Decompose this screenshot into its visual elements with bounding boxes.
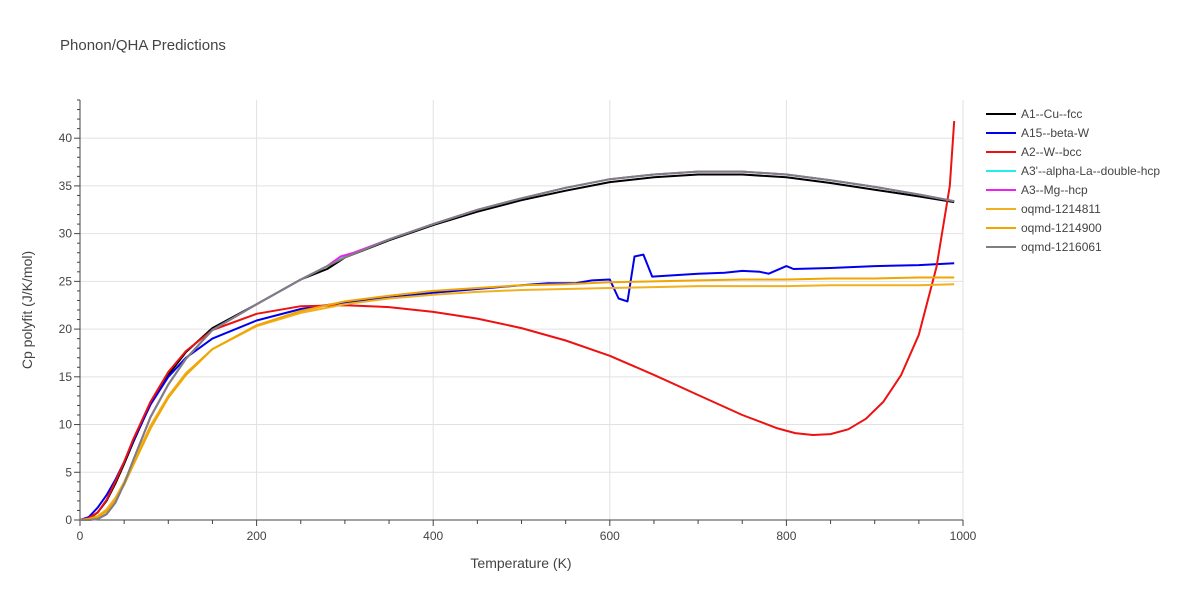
legend-label: A3'--alpha-La--double-hcp: [1021, 164, 1160, 178]
series-line-4: [80, 170, 955, 521]
series-line-0: [79, 173, 955, 521]
series-line-2: [79, 120, 956, 521]
x-tick-label: 400: [423, 529, 443, 543]
y-tick-label: 0: [65, 513, 72, 527]
legend-label: oqmd-1214811: [1021, 202, 1101, 216]
y-tick-label: 25: [59, 274, 73, 288]
y-tick-label: 15: [59, 370, 73, 384]
series-line-1: [79, 253, 955, 521]
series-line-5: [79, 283, 955, 521]
gridlines: [80, 100, 964, 520]
legend-label: A2--W--bcc: [1021, 145, 1081, 159]
series-line-7: [80, 170, 955, 521]
y-axis-title: Cp polyfit (J/K/mol): [19, 251, 35, 369]
legend-item[interactable]: oqmd-1214900: [986, 221, 1102, 235]
legend-label: A1--Cu--fcc: [1021, 107, 1082, 121]
x-tick-label: 1000: [950, 529, 977, 543]
legend-label: oqmd-1216061: [1021, 240, 1102, 254]
legend-item[interactable]: A3--Mg--hcp: [986, 183, 1088, 197]
y-tick-label: 40: [59, 131, 73, 145]
x-tick-label: 0: [77, 529, 84, 543]
series-line-6: [79, 276, 955, 521]
legend-item[interactable]: oqmd-1214811: [986, 202, 1101, 216]
y-tick-label: 30: [59, 227, 73, 241]
y-tick-label: 5: [65, 465, 72, 479]
legend-item[interactable]: A2--W--bcc: [986, 145, 1081, 159]
legend-item[interactable]: A15--beta-W: [986, 126, 1090, 140]
legend-item[interactable]: A3'--alpha-La--double-hcp: [986, 164, 1160, 178]
x-tick-label: 200: [247, 529, 267, 543]
legend-item[interactable]: oqmd-1216061: [986, 240, 1102, 254]
x-axis-title: Temperature (K): [470, 555, 571, 571]
y-tick-label: 35: [59, 179, 73, 193]
legend-label: A3--Mg--hcp: [1021, 183, 1088, 197]
legend-item[interactable]: A1--Cu--fcc: [986, 107, 1082, 121]
y-tick-label: 20: [59, 322, 73, 336]
x-tick-label: 600: [600, 529, 620, 543]
series-line-3: [80, 170, 955, 521]
y-tick-label: 10: [59, 418, 73, 432]
x-tick-label: 800: [776, 529, 796, 543]
legend-label: A15--beta-W: [1021, 126, 1090, 140]
series-layer: [79, 120, 956, 521]
chart-title: Phonon/QHA Predictions: [60, 37, 226, 54]
legend-label: oqmd-1214900: [1021, 221, 1102, 235]
legend[interactable]: A1--Cu--fcc A15--beta-W A2--W--bcc A3'--alp…: [986, 107, 1160, 254]
